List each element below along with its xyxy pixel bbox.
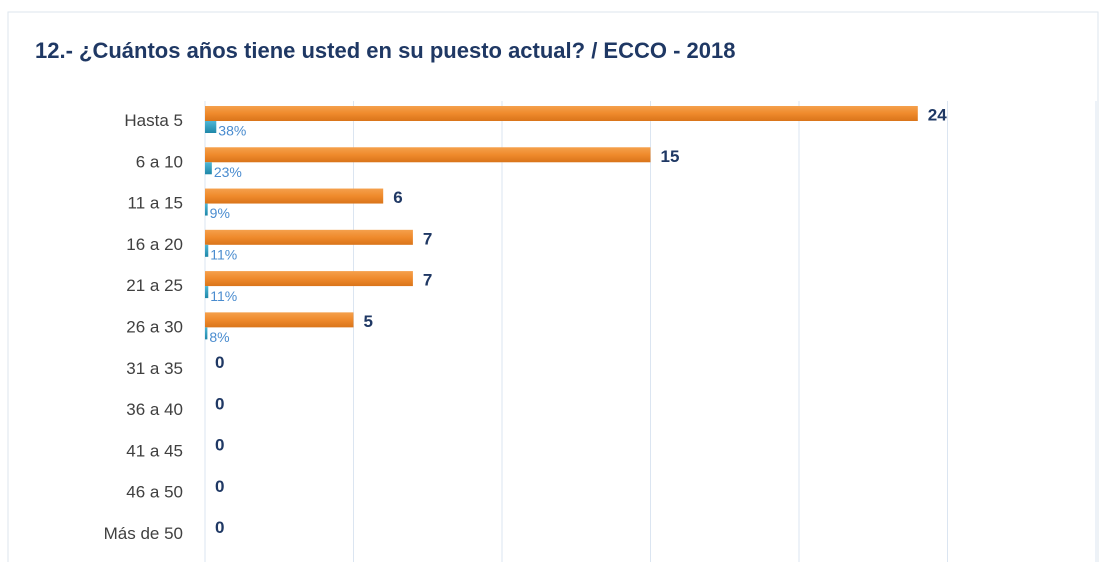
bar <box>205 203 208 216</box>
y-tick-label: 26 a 30 <box>126 317 183 336</box>
data-label: 15 <box>661 147 680 166</box>
data-label: 9% <box>210 205 230 221</box>
data-label: 0 <box>215 518 224 537</box>
data-label: 0 <box>215 394 224 413</box>
data-label: 0 <box>215 477 224 496</box>
bar <box>205 286 209 299</box>
y-tick-label: 21 a 25 <box>126 276 183 295</box>
data-label: 0 <box>215 436 224 455</box>
data-label: 6 <box>393 188 402 207</box>
bar <box>205 327 208 340</box>
y-tick-label: 46 a 50 <box>126 483 183 502</box>
data-label: 11% <box>210 247 237 263</box>
y-tick-label: 16 a 20 <box>126 235 183 254</box>
bar <box>205 229 413 245</box>
y-tick-label: 36 a 40 <box>126 400 183 419</box>
data-label: 7 <box>423 271 432 290</box>
y-tick-label: 31 a 35 <box>126 359 183 378</box>
data-label: 5 <box>364 312 373 331</box>
y-tick-label: 6 a 10 <box>136 152 183 171</box>
bar <box>205 271 413 287</box>
y-tick-label: Hasta 5 <box>124 111 183 130</box>
y-tick-label: 11 a 15 <box>128 194 183 213</box>
y-tick-label: Más de 50 <box>104 524 183 543</box>
data-label: 38% <box>218 123 246 139</box>
y-tick-label: 41 a 45 <box>126 441 183 460</box>
panel-border <box>7 11 1099 562</box>
bar <box>205 244 209 257</box>
data-label: 23% <box>214 164 242 180</box>
data-label: 11% <box>210 288 237 304</box>
bar <box>205 121 217 133</box>
bar <box>205 312 354 328</box>
data-label: 24 <box>928 105 947 124</box>
bar <box>205 188 384 204</box>
bar <box>205 162 212 175</box>
chart-title: 12.- ¿Cuántos años tiene usted en su pue… <box>35 38 736 63</box>
data-label: 8% <box>209 329 229 345</box>
bar <box>205 147 651 163</box>
data-label: 0 <box>215 353 224 372</box>
data-label: 7 <box>423 229 432 248</box>
bar <box>205 106 918 121</box>
